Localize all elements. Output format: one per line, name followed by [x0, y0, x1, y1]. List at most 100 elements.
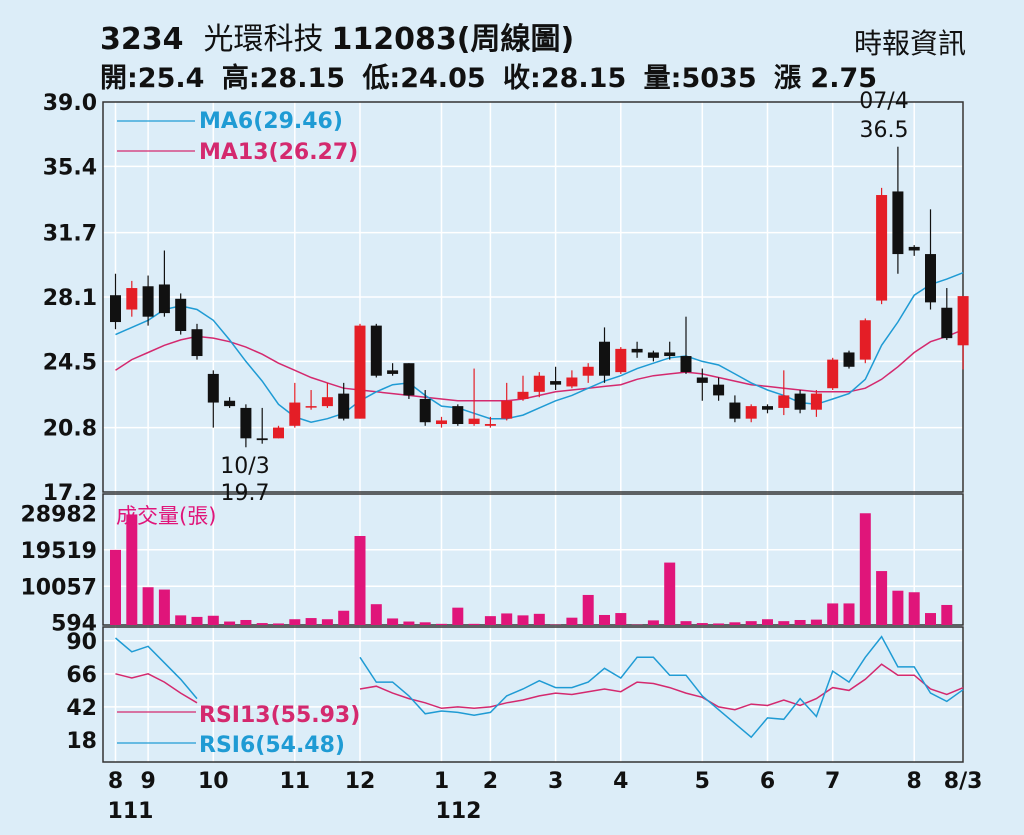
- x-axis-month-label: 12: [345, 769, 376, 794]
- volume-bar: [762, 619, 773, 625]
- x-axis-month-label: 9: [140, 769, 155, 794]
- candle-body: [729, 402, 741, 419]
- x-axis-month-label: 3: [548, 769, 563, 794]
- ma6-legend-label: MA6(29.46): [199, 109, 343, 134]
- volume-bar: [354, 535, 366, 625]
- rsi-tick-label: 66: [66, 663, 97, 688]
- candle-body: [468, 418, 480, 425]
- high-value: 高:28.15: [221, 63, 346, 94]
- x-axis-year-label: 111: [108, 799, 154, 824]
- candle-body: [126, 288, 138, 310]
- candle-body: [713, 384, 725, 396]
- ma13-legend-label: MA13(26.27): [199, 140, 358, 165]
- low-value-label: 19.7: [221, 481, 270, 506]
- candle-body: [631, 348, 643, 353]
- ma6-line: [115, 272, 964, 423]
- price-tick-label: 35.4: [43, 155, 97, 180]
- candle-body: [256, 438, 268, 441]
- candle-body: [680, 356, 692, 373]
- candle-body: [827, 359, 839, 389]
- candle-body: [647, 352, 659, 358]
- stock-name: 光環科技: [203, 22, 324, 57]
- volume-bar: [566, 617, 578, 625]
- volume-bar: [142, 587, 154, 625]
- price-tick-label: 24.5: [43, 350, 97, 375]
- volume-bar: [810, 619, 822, 625]
- volume-bar: [321, 619, 333, 625]
- candle-body: [273, 427, 284, 439]
- candle-body: [615, 348, 627, 373]
- candle-body: [338, 393, 350, 419]
- volume-bar: [403, 621, 415, 625]
- volume-bar: [126, 514, 138, 625]
- volume-bar: [908, 592, 920, 625]
- open-value: 開:25.4: [100, 63, 205, 94]
- volume-bar: [925, 613, 936, 625]
- volume-bar: [892, 590, 904, 625]
- volume-bar: [615, 613, 627, 625]
- volume-bar: [370, 604, 382, 625]
- x-axis-month-label: 11: [279, 769, 310, 794]
- price-tick-label: 39.0: [43, 91, 97, 116]
- candle-body: [191, 329, 203, 357]
- x-axis-month-label: 8: [907, 769, 922, 794]
- volume-bar: [843, 603, 855, 625]
- candle-body: [484, 424, 496, 426]
- volume-bar: [468, 623, 480, 625]
- volume-bar: [664, 562, 676, 625]
- volume-tick-label: 10057: [20, 575, 97, 600]
- high-value-label: 36.5: [860, 118, 909, 143]
- x-axis-month-label: 10: [198, 769, 229, 794]
- candle-body: [908, 246, 920, 251]
- candle-body: [354, 325, 366, 419]
- rsi-tick-label: 90: [66, 630, 97, 655]
- candle-body: [599, 341, 610, 376]
- volume-bar: [207, 615, 219, 625]
- candle-body: [321, 397, 333, 407]
- volume-tick-label: 28982: [20, 502, 97, 527]
- volume-bar: [729, 622, 741, 625]
- candle-body: [207, 373, 219, 403]
- candle-body: [892, 191, 904, 255]
- candle-body: [566, 377, 578, 387]
- x-axis-month-label: 4: [613, 769, 628, 794]
- candle-body: [843, 352, 855, 367]
- price-tick-label: 20.8: [43, 417, 97, 442]
- candle-body: [859, 320, 871, 360]
- volume-bar: [517, 615, 529, 625]
- candle-body: [745, 406, 757, 419]
- volume-panel-frame: [102, 493, 964, 626]
- candle-body: [762, 406, 773, 410]
- candle-body: [370, 325, 382, 376]
- x-axis-month-label: 8: [108, 769, 123, 794]
- volume-bar: [289, 619, 301, 625]
- rsi6-line: [115, 635, 964, 739]
- candle-body: [224, 400, 236, 407]
- candle-body: [794, 393, 806, 410]
- high-date-label: 07/4: [859, 89, 908, 114]
- volume-tick-label: 19519: [20, 539, 97, 564]
- source-label: 時報資訊: [853, 27, 966, 60]
- candle-body: [876, 195, 888, 301]
- volume-bar: [305, 618, 317, 625]
- volume-bar: [713, 623, 725, 625]
- x-axis-month-label: 7: [825, 769, 840, 794]
- volume-bar: [110, 549, 121, 625]
- candle-body: [158, 284, 170, 314]
- volume-bar: [745, 621, 757, 625]
- candle-body: [175, 298, 187, 331]
- candle-body: [941, 307, 953, 339]
- x-axis-month-label: 1: [434, 769, 449, 794]
- rsi13-line: [115, 663, 964, 711]
- volume-bar: [191, 616, 203, 625]
- candle-body: [387, 370, 399, 374]
- volume-bar: [533, 613, 545, 625]
- chart-code: 112083(周線圖): [331, 22, 575, 57]
- volume-bar: [273, 623, 284, 625]
- candle-body: [436, 420, 447, 425]
- volume-bar: [256, 623, 268, 625]
- candle-body: [419, 398, 431, 423]
- x-axis-month-label: 6: [760, 769, 775, 794]
- price-tick-label: 28.1: [43, 286, 97, 311]
